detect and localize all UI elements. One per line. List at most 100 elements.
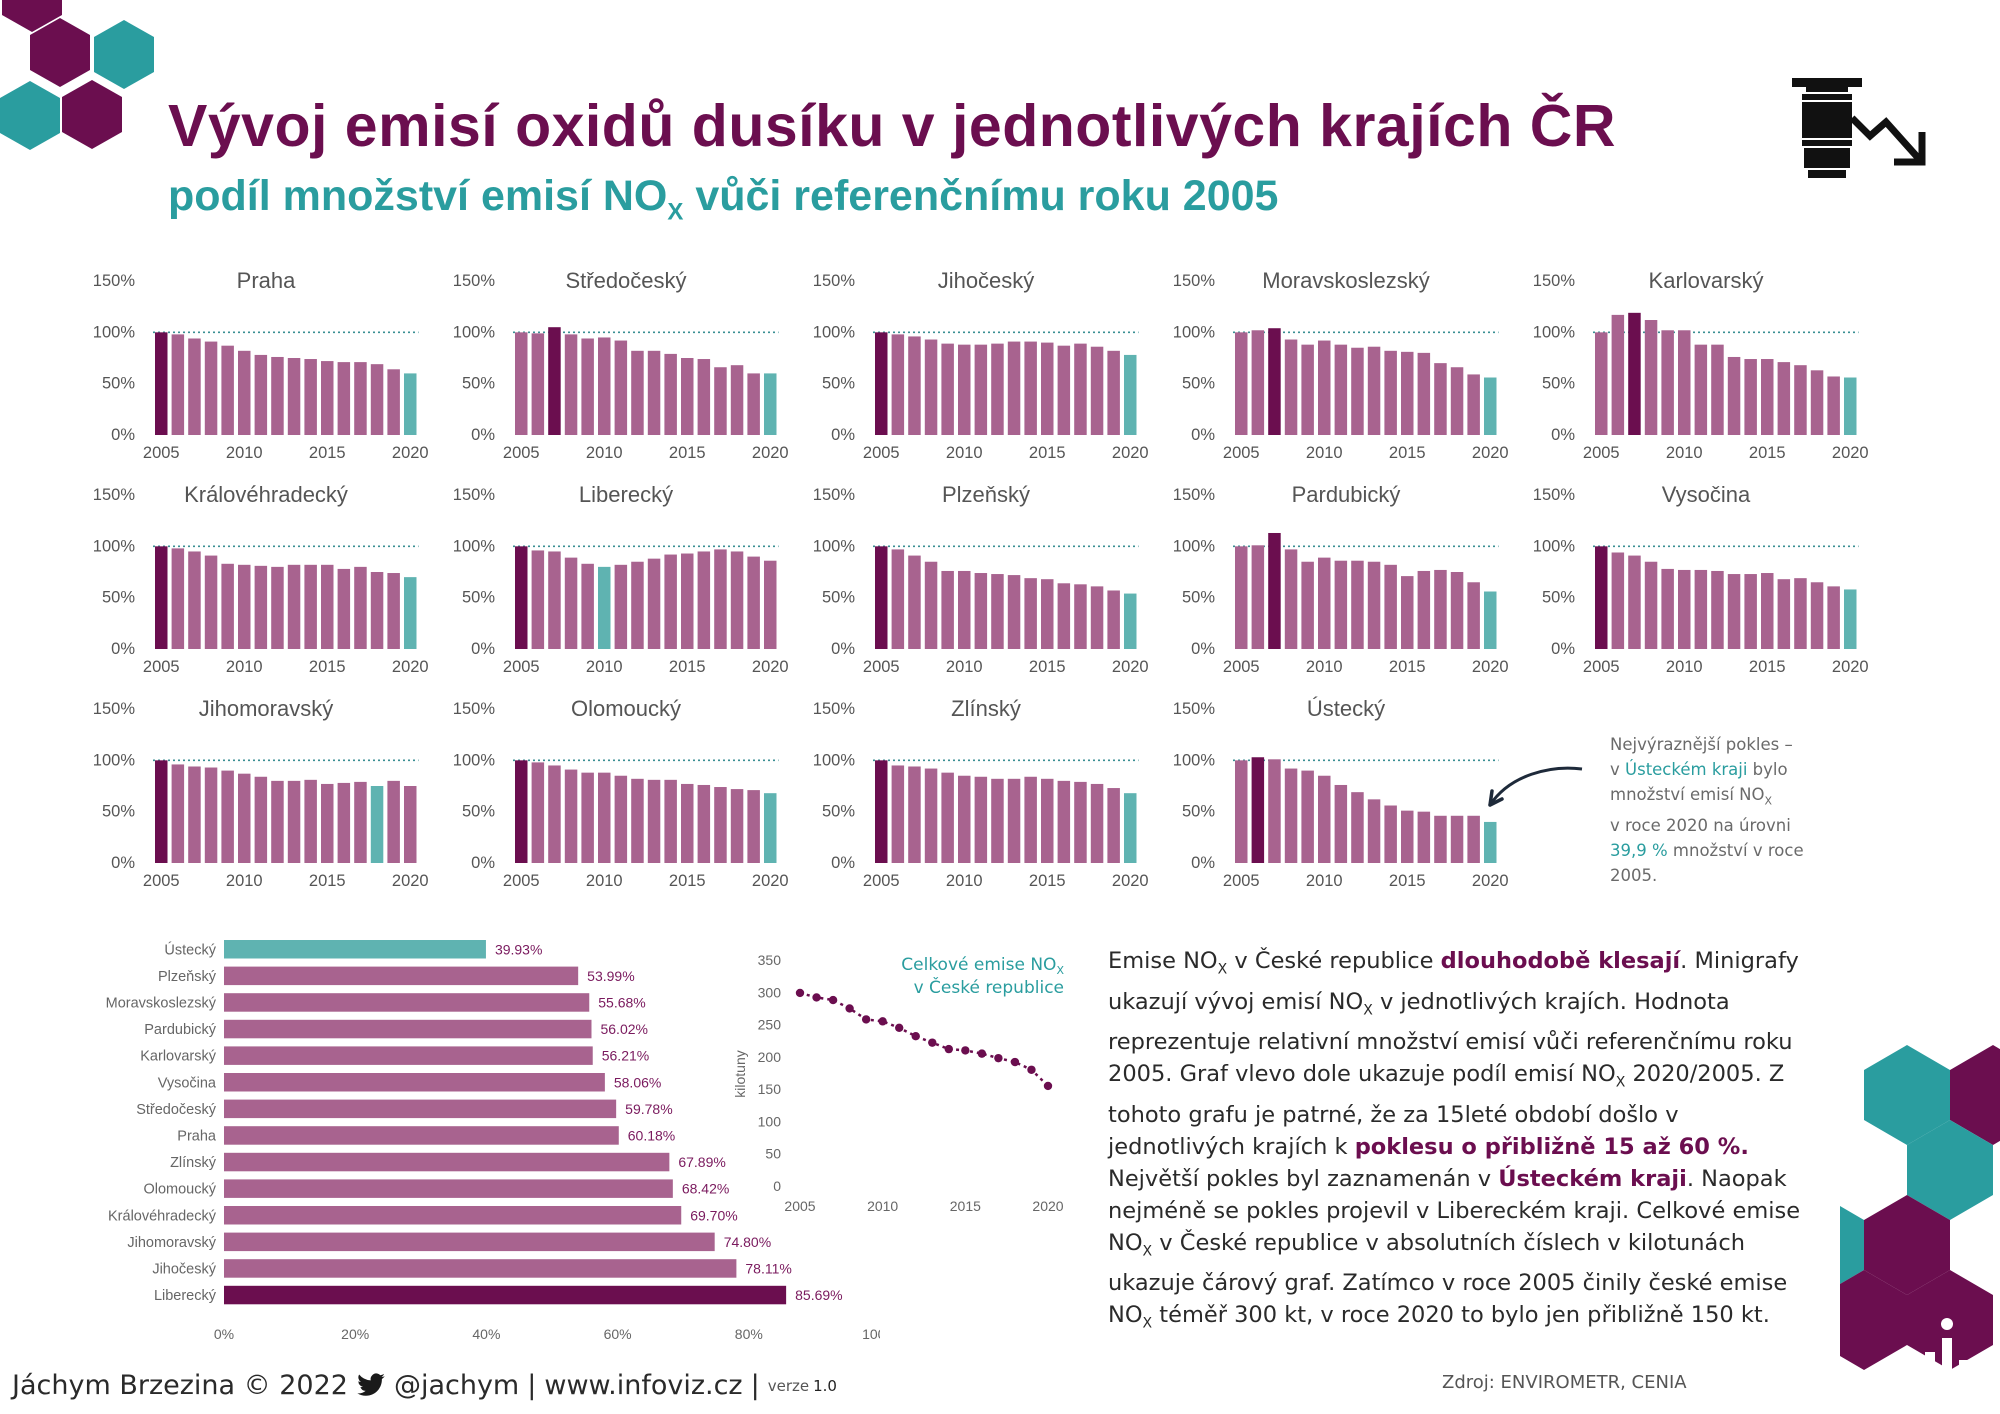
bar-2017 [1074,584,1087,649]
hbar-moravskoslezský [224,993,590,1012]
bar-2015 [1401,810,1414,863]
title-sub: X [1056,964,1064,977]
bar-2016 [1417,352,1431,435]
bar-2013 [287,564,301,649]
y-tick-label: 50% [102,375,135,393]
bar-2010 [1318,775,1331,863]
bar-2018 [1810,582,1824,649]
y-tick-label: 100% [93,323,136,341]
bar-2007 [908,766,921,863]
bar-2005 [155,332,168,435]
bar-2006 [891,765,905,863]
bar-2010 [598,772,611,863]
bar-2009 [1661,330,1674,435]
x-tick-label: 2010 [1306,658,1343,676]
x-tick-label: 2020 [752,872,789,890]
bar-2009 [941,343,954,435]
y-tick-label: 50% [462,375,495,393]
y-tick-label: 0% [1191,640,1215,658]
bar-2008 [924,561,938,649]
point-2005 [795,988,805,998]
page-title: Vývoj emisí oxidů dusíku v jednotlivých … [168,93,1616,159]
description-paragraph: Emise NOX v České republice dlouhodobě k… [1108,948,1801,1332]
bar-2017 [1074,781,1087,863]
bar-2017 [1434,815,1447,863]
y-tick-label: 50% [1182,589,1215,607]
bar-2013 [1727,574,1741,649]
x-tick-label: 2010 [1666,444,1703,462]
bar-2008 [924,768,938,863]
bar-2009 [941,570,954,649]
twitter-bird-icon [357,1373,385,1396]
bar-2015 [681,783,694,863]
x-tick-label: 2010 [1306,444,1343,462]
y-tick-label: 150% [813,486,856,504]
y-tick-label: 150% [453,700,496,718]
bar-2009 [1301,770,1314,863]
bar-2007 [548,765,561,863]
y-tick-label: 50% [822,589,855,607]
bar-2005 [1595,546,1608,649]
minichart-pardubický: Pardubický 150% 100% 50% 0% 2005 2010 2015 2020 [1173,482,1509,676]
bar-2018 [370,786,384,863]
x-tick-label: 2020 [1032,1198,1063,1214]
category-label: Plzeňský [158,969,217,985]
bar-2012 [631,350,644,435]
bar-2008 [1284,549,1298,649]
bar-2012 [1711,570,1724,649]
x-tick-label: 2015 [1029,444,1066,462]
y-tick-label: 150% [813,700,856,718]
x-tick-label: 2005 [1223,444,1260,462]
y-tick-label: 0% [831,640,855,658]
x-tick-label: 40% [472,1326,500,1342]
y-tick-label: 100% [1173,537,1216,555]
bar-2014 [304,779,317,863]
value-label: 68.42% [682,1181,729,1197]
y-tick-label: 50% [1542,375,1575,393]
y-tick-label: 100% [1533,537,1576,555]
x-tick-label: 2015 [309,658,346,676]
y-tick-label: 150% [453,486,496,504]
bar-2019 [1827,586,1840,649]
bar-2013 [647,779,661,863]
y-tick-label: 250 [758,1017,782,1033]
bar-2015 [321,361,334,435]
bar-2007 [1268,759,1281,863]
y-tick-label: 0% [471,640,495,658]
bar-2011 [614,564,628,649]
bar-2006 [891,334,905,435]
bar-2015 [1041,778,1054,863]
y-tick-label: 50% [822,375,855,393]
y-tick-label: 0% [1551,640,1575,658]
bar-2005 [515,546,528,649]
minichart-title: Karlovarský [1649,268,1764,293]
x-tick-label: 2005 [503,444,540,462]
x-tick-label: 20% [341,1326,369,1342]
bar-2017 [354,362,367,435]
bar-2019 [387,780,400,863]
point-2006 [812,993,821,1002]
y-tick-label: 0 [773,1178,781,1194]
hbar-liberecký [224,1285,787,1305]
bar-2018 [1450,815,1464,863]
website-link[interactable]: www.infoviz.cz [544,1370,743,1401]
category-label: Královéhradecký [108,1208,217,1224]
bar-2011 [1334,784,1348,863]
y-tick-label: 0% [111,426,135,444]
bar-2013 [1007,778,1021,863]
bar-2016 [337,782,351,863]
bar-2008 [564,557,578,649]
bar-2006 [171,334,185,435]
bar-2005 [515,760,528,863]
hbar-jihomoravský [224,1232,715,1252]
bar-2006 [891,549,905,649]
twitter-handle[interactable]: @jachym [393,1370,520,1401]
bar-2007 [188,338,201,435]
bar-2012 [1351,347,1364,435]
bar-2012 [991,574,1004,649]
x-tick-label: 2010 [226,658,263,676]
bar-2010 [238,564,251,649]
bar-2019 [1827,376,1840,435]
point-2014 [944,1044,953,1054]
